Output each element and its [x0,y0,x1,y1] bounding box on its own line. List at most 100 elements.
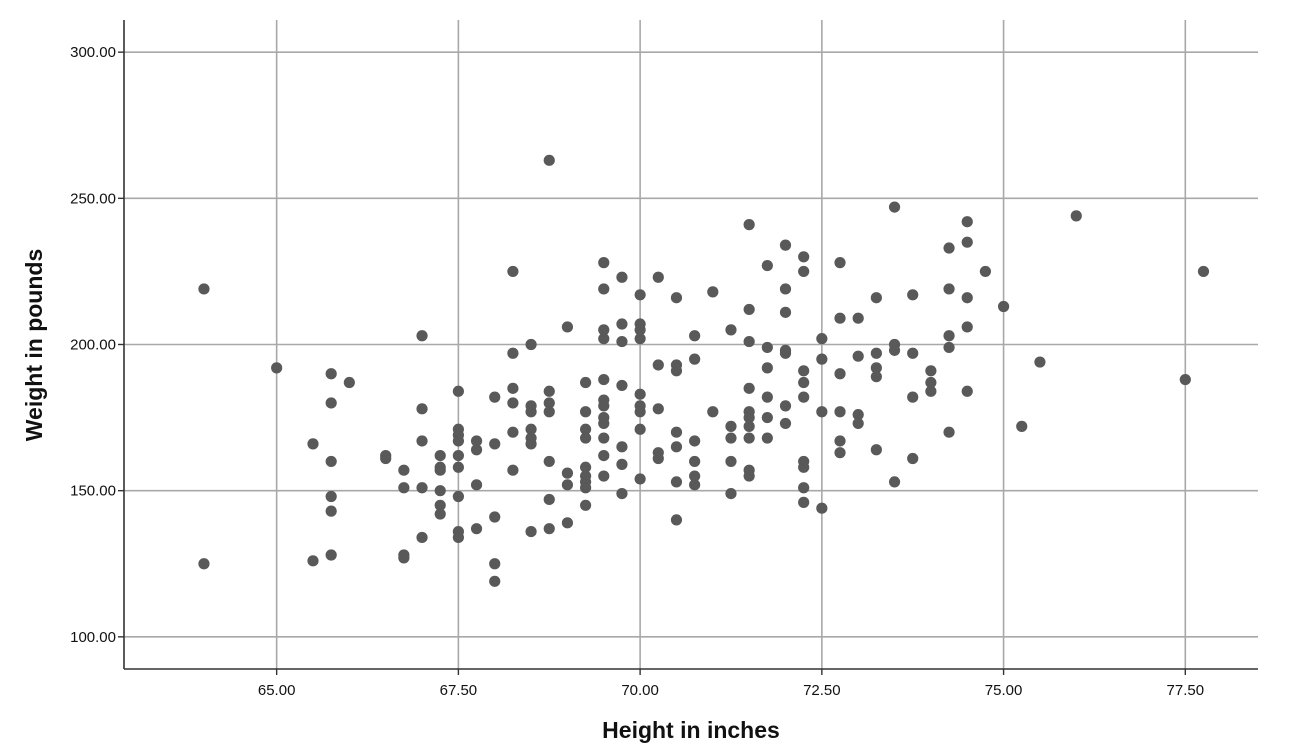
data-point [888,344,901,356]
data-point [634,289,646,301]
data-point [598,333,610,345]
data-point [870,347,882,359]
data-point [834,435,846,447]
data-point [525,525,537,538]
data-point [416,531,428,544]
data-point [489,511,501,523]
data-point [325,549,337,561]
data-point [834,447,846,459]
x-axis-ticks: 65.00 67.50 70.00 72.50 75.00 77.50 [258,669,1204,699]
data-point [616,335,628,348]
data-point [689,330,701,342]
y-tick-label: 100.00 [70,629,116,646]
data-point [452,435,464,447]
data-point [452,461,464,473]
data-point [779,400,792,412]
data-point [743,432,755,444]
data-point [598,324,610,336]
data-point [961,292,973,304]
data-point [725,420,737,432]
data-point [489,575,501,587]
data-point [670,514,683,526]
data-point [579,499,592,511]
data-point [579,376,592,389]
data-point [652,271,664,283]
data-point [925,385,937,397]
data-point [943,242,955,254]
data-point [798,265,810,278]
data-point [525,423,537,435]
data-point [343,376,355,389]
data-point [325,397,337,409]
data-point [507,397,519,409]
data-point [779,239,792,251]
data-point [943,426,955,438]
data-point [470,523,483,535]
data-point [652,452,664,465]
data-point [525,338,537,351]
data-point [325,490,337,503]
data-point [525,406,537,418]
data-point [598,432,610,444]
data-point [761,391,773,403]
data-point [598,470,610,482]
data-point [507,347,519,359]
data-point [834,368,846,380]
data-point [779,347,792,359]
data-point [543,385,555,397]
data-point [452,490,464,503]
data-point [979,265,992,278]
data-point [725,487,737,500]
data-point [743,411,755,424]
data-point [543,523,555,535]
data-point [579,423,592,435]
y-tick-label: 300.00 [70,44,116,61]
data-point [761,259,773,272]
data-point [434,449,446,462]
data-point [1016,420,1028,432]
data-point [689,470,701,482]
data-point [725,432,737,444]
data-point [507,464,519,476]
data-point [616,441,628,453]
data-point [761,341,773,354]
data-point [598,400,610,412]
y-axis-title: Weight in pounds [21,249,47,442]
data-point [1179,373,1191,386]
data-point [470,479,483,491]
data-point [907,391,919,403]
data-point [870,362,882,374]
data-point [743,335,755,348]
data-point [670,426,683,438]
data-point [579,461,592,473]
data-point [307,555,319,567]
data-point [707,286,719,298]
data-point [798,376,810,389]
data-point [198,558,210,570]
data-point [634,406,646,418]
data-point [852,409,864,421]
data-point [761,362,773,374]
data-point [743,303,755,316]
data-point [1070,210,1082,222]
data-point [816,502,828,514]
data-point [816,406,828,418]
data-point [616,379,628,392]
data-point [452,449,464,462]
data-point [543,406,555,418]
data-point [616,487,628,500]
data-point [634,333,646,345]
data-point [543,493,555,506]
data-point [307,438,319,450]
data-point [816,333,828,345]
data-point [579,482,592,494]
data-point [634,324,646,336]
data-point [943,283,955,295]
data-point [888,201,901,213]
data-point [198,283,210,295]
y-tick-label: 200.00 [70,337,116,354]
y-tick-label: 150.00 [70,483,116,500]
data-point [416,482,428,494]
x-tick-label: 75.00 [985,682,1023,699]
